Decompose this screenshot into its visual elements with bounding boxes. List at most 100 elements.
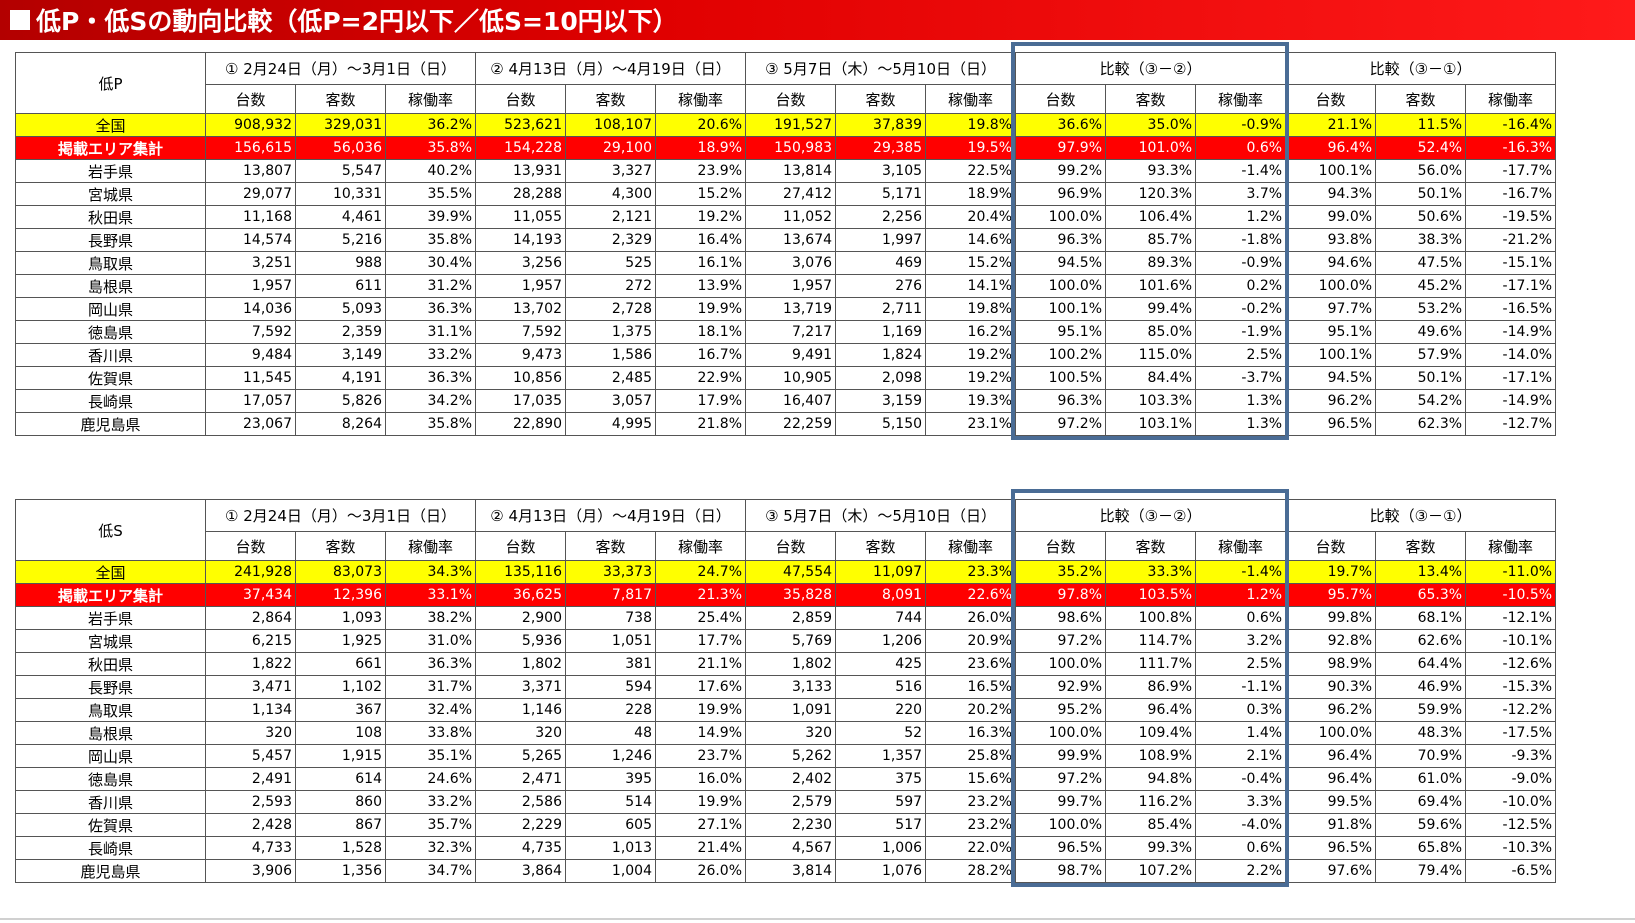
table-cell: 94.8% bbox=[1105, 767, 1197, 791]
table-cell: 100.0% bbox=[1015, 274, 1107, 298]
table-cell: 96.4% bbox=[1285, 767, 1377, 791]
row-label: 鹿児島県 bbox=[15, 859, 206, 883]
table-cell: 98.9% bbox=[1285, 652, 1377, 676]
table-cell: 16.4% bbox=[654, 228, 747, 252]
column-header: 稼働率 bbox=[654, 84, 747, 114]
table-cell: -14.0% bbox=[1465, 343, 1557, 367]
table-cell: 1,004 bbox=[565, 859, 656, 883]
table-cell: 36,625 bbox=[475, 583, 566, 607]
table-cell: -14.9% bbox=[1465, 389, 1557, 413]
table-cell: 16.0% bbox=[654, 767, 747, 791]
table-cell: 7,592 bbox=[475, 320, 566, 344]
table-row: 佐賀県 11,545 4,191 36.3% 10,856 2,485 22.9% 10,90… bbox=[15, 366, 1557, 390]
table-cell: 100.0% bbox=[1015, 721, 1107, 745]
table-cell: 19.2% bbox=[925, 366, 1017, 390]
row-label: 長野県 bbox=[15, 675, 206, 699]
table-cell: 1,169 bbox=[835, 320, 927, 344]
column-header: 稼働率 bbox=[925, 84, 1017, 114]
table-cell: 35.8% bbox=[385, 412, 476, 436]
period-header: 比較（③－①） bbox=[1285, 499, 1557, 532]
column-header: 稼働率 bbox=[1195, 531, 1287, 561]
table-cell: 13,931 bbox=[475, 159, 566, 183]
table-cell: 35.1% bbox=[385, 744, 476, 768]
table-cell: 135,116 bbox=[475, 560, 566, 584]
table-cell: 9,473 bbox=[475, 343, 566, 367]
column-header: 台数 bbox=[745, 531, 837, 561]
table-cell: 13.4% bbox=[1375, 560, 1467, 584]
table-cell: 1,375 bbox=[565, 320, 656, 344]
table-cell: 320 bbox=[475, 721, 566, 745]
table-cell: 5,171 bbox=[835, 182, 927, 206]
table-cell: 111.7% bbox=[1105, 652, 1197, 676]
table-cell: 1,246 bbox=[565, 744, 656, 768]
table-cell: 19.9% bbox=[654, 698, 747, 722]
table-cell: 5,093 bbox=[295, 297, 386, 321]
table-cell: 97.8% bbox=[1015, 583, 1107, 607]
table-cell: 9,484 bbox=[205, 343, 296, 367]
table-cell: 97.2% bbox=[1015, 767, 1107, 791]
table-cell: 156,615 bbox=[205, 136, 296, 160]
table-cell: -17.5% bbox=[1465, 721, 1557, 745]
row-label: 佐賀県 bbox=[15, 813, 206, 837]
table-cell: 25.4% bbox=[654, 606, 747, 630]
table-cell: 1,146 bbox=[475, 698, 566, 722]
table-cell: 3,159 bbox=[835, 389, 927, 413]
table-cell: 23.2% bbox=[925, 813, 1017, 837]
table-cell: 516 bbox=[835, 675, 927, 699]
column-header: 稼働率 bbox=[1465, 531, 1557, 561]
table-cell: 46.9% bbox=[1375, 675, 1467, 699]
table-cell: 94.6% bbox=[1285, 251, 1377, 275]
table-cell: 95.2% bbox=[1015, 698, 1107, 722]
table-row: 宮城県 29,077 10,331 35.5% 28,288 4,300 15.2% 27,4… bbox=[15, 182, 1557, 206]
table-cell: 5,826 bbox=[295, 389, 386, 413]
table-cell: 28.2% bbox=[925, 859, 1017, 883]
table-cell: 54.2% bbox=[1375, 389, 1467, 413]
table-cell: 3,906 bbox=[205, 859, 296, 883]
table-cell: 62.3% bbox=[1375, 412, 1467, 436]
table-cell: 94.5% bbox=[1015, 251, 1107, 275]
table-cell: 3,256 bbox=[475, 251, 566, 275]
table-cell: 3,057 bbox=[565, 389, 656, 413]
table-cell: 29,385 bbox=[835, 136, 927, 160]
table-cell: 17.6% bbox=[654, 675, 747, 699]
table-row: 香川県 2,593 860 33.2% 2,586 514 19.9% 2,579 597 23.… bbox=[15, 790, 1557, 814]
table-cell: 605 bbox=[565, 813, 656, 837]
row-label: 秋田県 bbox=[15, 652, 206, 676]
table-cell: 103.5% bbox=[1105, 583, 1197, 607]
row-label: 鳥取県 bbox=[15, 698, 206, 722]
table-cell: 98.6% bbox=[1015, 606, 1107, 630]
row-label: 全国 bbox=[15, 113, 206, 137]
table-cell: 16.2% bbox=[925, 320, 1017, 344]
table-cell: 19.2% bbox=[925, 343, 1017, 367]
table-cell: 1,802 bbox=[745, 652, 837, 676]
period-header: ③ 5月7日（木）～5月10日（日） bbox=[745, 499, 1017, 532]
table-cell: 11.5% bbox=[1375, 113, 1467, 137]
table-cell: 3,471 bbox=[205, 675, 296, 699]
table-cell: -10.0% bbox=[1465, 790, 1557, 814]
table-cell: 11,097 bbox=[835, 560, 927, 584]
title-bar: 低P・低Sの動向比較（低P=2円以下／低S=10円以下） bbox=[0, 0, 1635, 40]
table-cell: 85.7% bbox=[1105, 228, 1197, 252]
table-cell: 1,957 bbox=[745, 274, 837, 298]
table-cell: 367 bbox=[295, 698, 386, 722]
table-cell: -17.7% bbox=[1465, 159, 1557, 183]
row-label: 佐賀県 bbox=[15, 366, 206, 390]
table-cell: 11,052 bbox=[745, 205, 837, 229]
column-header: 客数 bbox=[1105, 84, 1197, 114]
table-cell: 19.9% bbox=[654, 297, 747, 321]
table-cell: 191,527 bbox=[745, 113, 837, 137]
table-cell: 24.6% bbox=[385, 767, 476, 791]
table-cell: 36.3% bbox=[385, 652, 476, 676]
table-cell: 59.6% bbox=[1375, 813, 1467, 837]
table-cell: 57.9% bbox=[1375, 343, 1467, 367]
table-cell: 0.6% bbox=[1195, 606, 1287, 630]
table-cell: 48.3% bbox=[1375, 721, 1467, 745]
table-cell: 2.2% bbox=[1195, 859, 1287, 883]
table-cell: 1.4% bbox=[1195, 721, 1287, 745]
table-cell: 96.5% bbox=[1285, 412, 1377, 436]
table-cell: 45.2% bbox=[1375, 274, 1467, 298]
table-cell: 13,719 bbox=[745, 297, 837, 321]
table-cell: 0.6% bbox=[1195, 836, 1287, 860]
row-label: 徳島県 bbox=[15, 767, 206, 791]
table-cell: 96.2% bbox=[1285, 698, 1377, 722]
